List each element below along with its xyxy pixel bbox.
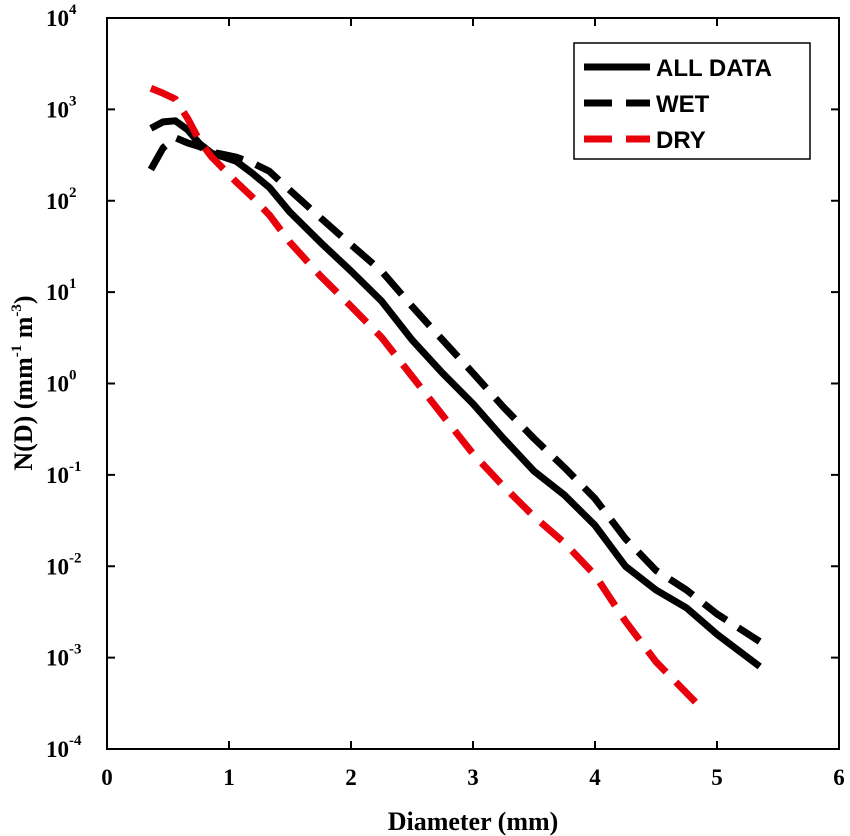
y-tick-label: 103 (46, 93, 77, 122)
y-tick-label-base: 10 (46, 6, 69, 31)
legend-label-dry: DRY (656, 127, 706, 154)
x-tick-label: 3 (467, 765, 479, 790)
y-tick-label: 104 (46, 2, 77, 31)
x-axis-title: Diameter (mm) (388, 807, 559, 836)
x-tick-label: 1 (223, 765, 235, 790)
y-tick-label-base: 10 (46, 189, 69, 214)
y-tick-label-base: 10 (46, 97, 69, 122)
x-tick-label: 6 (833, 765, 845, 790)
y-tick-label-base: 10 (46, 554, 69, 579)
y-tick-label-exponent: 3 (69, 93, 77, 109)
series-line-wet (147, 134, 762, 645)
y-axis-title-base: N(D) (mm (9, 357, 38, 471)
y-tick-label-base: 10 (46, 646, 69, 671)
y-tick-label-base: 10 (46, 737, 69, 762)
y-tick-label-exponent: 0 (69, 368, 77, 384)
y-tick-label-exponent: -1 (69, 459, 82, 475)
x-axis: 0 1 2 3 4 5 6 (101, 18, 845, 790)
y-tick-label: 10-3 (46, 642, 82, 671)
x-tick-label: 2 (345, 765, 357, 790)
y-tick-label-base: 10 (46, 372, 69, 397)
y-tick-label: 10-1 (46, 459, 82, 488)
y-tick-label-base: 10 (46, 463, 69, 488)
y-tick-label-exponent: -4 (69, 733, 82, 749)
y-tick-label: 102 (46, 185, 77, 214)
legend-label-wet: WET (656, 91, 710, 118)
legend: ALL DATA WET DRY (573, 42, 811, 160)
y-tick-label-exponent: 4 (69, 2, 77, 18)
y-tick-label-exponent: 1 (69, 276, 77, 292)
legend-box (573, 42, 811, 160)
y-tick-label: 101 (46, 276, 77, 305)
y-tick-label-exponent: 2 (69, 185, 77, 201)
y-tick-label-exponent: -3 (69, 642, 82, 658)
y-tick-label-base: 10 (46, 280, 69, 305)
y-axis-title-exp2: -3 (9, 304, 25, 317)
y-axis-title-end: ) (9, 295, 38, 304)
legend-label-all-data: ALL DATA (656, 55, 772, 82)
y-tick-label: 100 (46, 368, 77, 397)
plot-marks (147, 85, 762, 708)
y-axis-title-mid: m (9, 316, 38, 345)
x-tick-label: 0 (101, 765, 113, 790)
series-line-dry (149, 85, 702, 708)
x-tick-label: 5 (711, 765, 723, 790)
y-axis-title-exp1: -1 (9, 345, 25, 358)
y-tick-label: 10-4 (46, 733, 82, 762)
x-tick-label: 4 (589, 765, 601, 790)
y-tick-label: 10-2 (46, 550, 82, 579)
y-axis-title: N(D) (mm-1 m-3) (9, 295, 38, 470)
y-tick-label-exponent: -2 (69, 550, 82, 566)
